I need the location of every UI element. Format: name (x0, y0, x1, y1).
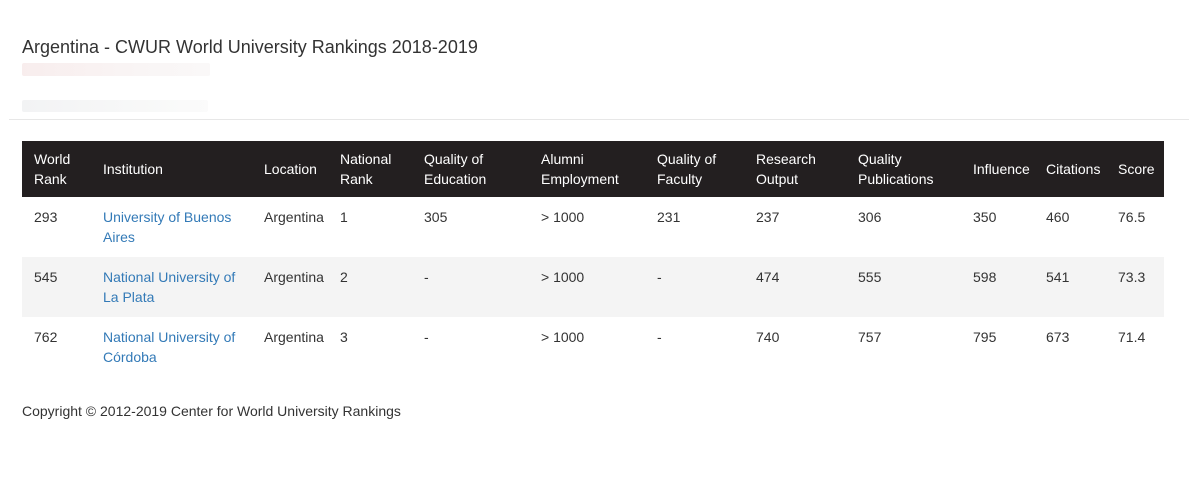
cell-quality_of_education: 305 (424, 209, 448, 225)
cell-score: 71.4 (1118, 329, 1146, 345)
cell-quality_publications: 555 (858, 269, 882, 285)
column-header-quality_publications: Quality Publications (846, 141, 961, 197)
faded-share-widget-placeholder (22, 63, 210, 76)
cell-alumni_employment: > 1000 (541, 209, 585, 225)
column-header-research_output: Research Output (744, 141, 846, 197)
institution-link[interactable]: University of Buenos Aires (103, 209, 232, 245)
column-header-score: Score (1106, 141, 1164, 197)
cell-quality_publications: 757 (858, 329, 882, 345)
cell-quality_of_education: - (424, 269, 429, 285)
divider (9, 119, 1189, 120)
table-row: 545 National University of La Plata Argent… (22, 257, 1164, 317)
cell-research_output: 474 (756, 269, 780, 285)
cell-world_rank: 545 (34, 269, 58, 285)
column-header-alumni_employment: Alumni Employment (529, 141, 645, 197)
cell-research_output: 237 (756, 209, 780, 225)
column-header-influence: Influence (961, 141, 1034, 197)
cell-national_rank: 3 (340, 329, 348, 345)
cell-influence: 795 (973, 329, 997, 345)
cell-quality_of_faculty: - (657, 269, 662, 285)
column-header-location: Location (252, 141, 328, 197)
cell-location: Argentina (264, 209, 324, 225)
table-header-row: World Rank Institution Location National Ra… (22, 141, 1164, 197)
cell-alumni_employment: > 1000 (541, 269, 585, 285)
cell-research_output: 740 (756, 329, 780, 345)
cell-quality_of_faculty: - (657, 329, 662, 345)
cell-alumni_employment: > 1000 (541, 329, 585, 345)
faded-text-placeholder (22, 100, 208, 112)
institution-link[interactable]: National University of Córdoba (103, 329, 236, 365)
cell-location: Argentina (264, 269, 324, 285)
table-header: World Rank Institution Location National Ra… (22, 141, 1164, 197)
page-title: Argentina - CWUR World University Rankin… (22, 37, 478, 57)
cell-influence: 598 (973, 269, 997, 285)
cell-world_rank: 762 (34, 329, 58, 345)
column-header-citations: Citations (1034, 141, 1106, 197)
cell-institution: University of Buenos Aires (91, 197, 252, 257)
cell-quality_publications: 306 (858, 209, 882, 225)
column-header-world_rank: World Rank (22, 141, 91, 197)
cell-influence: 350 (973, 209, 997, 225)
column-header-quality_of_education: Quality of Education (412, 141, 529, 197)
cell-national_rank: 2 (340, 269, 348, 285)
rankings-table: World Rank Institution Location National Ra… (22, 141, 1164, 377)
cell-quality_of_education: - (424, 329, 429, 345)
cell-quality_of_faculty: 231 (657, 209, 681, 225)
cell-citations: 673 (1046, 329, 1070, 345)
table-row: 762 National University of Córdoba Argenti… (22, 317, 1164, 377)
cell-institution: National University of La Plata (91, 257, 252, 317)
cell-score: 73.3 (1118, 269, 1146, 285)
cell-national_rank: 1 (340, 209, 348, 225)
cell-score: 76.5 (1118, 209, 1146, 225)
cell-citations: 460 (1046, 209, 1070, 225)
cell-institution: National University of Córdoba (91, 317, 252, 377)
column-header-institution: Institution (91, 141, 252, 197)
cell-citations: 541 (1046, 269, 1070, 285)
copyright-text: Copyright © 2012-2019 Center for World U… (22, 403, 401, 419)
page-header: Argentina - CWUR World University Rankin… (0, 0, 1198, 112)
rankings-section: World Rank Institution Location National Ra… (0, 141, 1198, 421)
institution-link[interactable]: National University of La Plata (103, 269, 236, 305)
cell-location: Argentina (264, 329, 324, 345)
table-row: 293 University of Buenos Aires Argentina 1 3… (22, 197, 1164, 257)
column-header-national_rank: National Rank (328, 141, 412, 197)
cell-world_rank: 293 (34, 209, 58, 225)
column-header-quality_of_faculty: Quality of Faculty (645, 141, 744, 197)
rankings-table-body: 293 University of Buenos Aires Argentina 1 3… (22, 197, 1164, 377)
